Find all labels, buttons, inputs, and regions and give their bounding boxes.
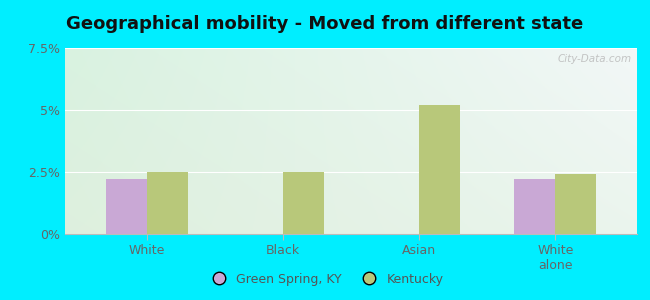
Text: City-Data.com: City-Data.com <box>557 54 631 64</box>
Text: Geographical mobility - Moved from different state: Geographical mobility - Moved from diffe… <box>66 15 584 33</box>
Bar <box>419 105 460 234</box>
Bar <box>106 179 147 234</box>
Bar <box>147 172 188 234</box>
Bar <box>514 179 555 234</box>
Legend: Green Spring, KY, Kentucky: Green Spring, KY, Kentucky <box>202 268 448 291</box>
Bar <box>283 172 324 234</box>
Bar <box>555 175 596 234</box>
